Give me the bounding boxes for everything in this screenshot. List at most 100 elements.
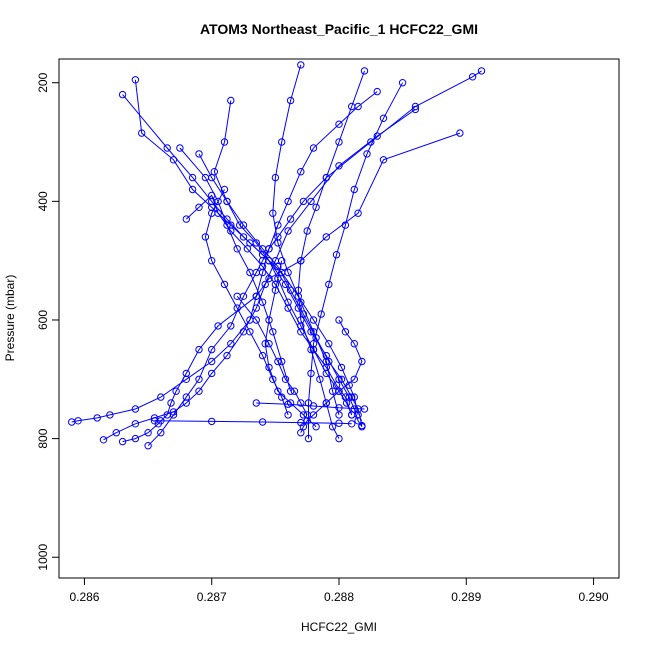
- series-line: [297, 70, 365, 439]
- data-point: [284, 227, 292, 235]
- data-point: [284, 411, 292, 419]
- series-8: [182, 191, 356, 419]
- series-line: [134, 79, 363, 427]
- series-line: [179, 147, 292, 392]
- data-point: [131, 405, 140, 413]
- data-point: [281, 375, 290, 383]
- data-point: [265, 340, 273, 348]
- data-point: [307, 369, 315, 378]
- data-point: [220, 280, 229, 289]
- data-point: [341, 328, 350, 336]
- data-point: [176, 144, 184, 152]
- data-point: [233, 245, 241, 253]
- data-point: [269, 375, 277, 383]
- data-point: [363, 150, 371, 158]
- data-point: [195, 150, 203, 158]
- data-point: [157, 429, 165, 437]
- data-point: [182, 399, 191, 407]
- data-point: [118, 437, 127, 446]
- data-point: [252, 304, 260, 312]
- series-line: [213, 100, 363, 426]
- y-tick-label: 1000: [36, 544, 50, 571]
- data-point: [379, 156, 388, 164]
- data-point: [290, 387, 299, 395]
- data-point: [243, 245, 252, 253]
- series-3: [99, 105, 420, 444]
- data-point: [265, 316, 273, 324]
- data-point: [246, 328, 254, 336]
- data-point: [335, 162, 343, 170]
- data-point: [210, 168, 219, 176]
- data-point: [316, 375, 324, 383]
- series-17: [252, 399, 369, 413]
- x-axis: 0.286 0.287 0.288 0.289 0.290: [69, 578, 609, 604]
- data-point: [258, 351, 267, 360]
- data-point: [227, 96, 235, 105]
- data-point: [201, 173, 210, 182]
- data-point: [278, 357, 286, 366]
- data-point: [398, 79, 407, 87]
- data-point: [258, 418, 267, 426]
- data-point: [303, 227, 311, 235]
- data-point: [167, 399, 175, 407]
- data-point: [271, 286, 280, 294]
- y-axis-label: Pressure (mbar): [3, 275, 17, 362]
- data-point: [299, 423, 308, 431]
- data-point: [195, 387, 203, 395]
- data-point: [337, 363, 346, 372]
- data-point: [297, 168, 305, 176]
- data-point: [325, 340, 333, 348]
- series-line: [154, 420, 352, 425]
- data-point: [233, 292, 241, 300]
- data-point: [157, 393, 165, 401]
- data-point: [297, 399, 305, 407]
- data-point: [335, 387, 343, 395]
- data-point: [317, 310, 325, 318]
- data-point: [348, 420, 356, 428]
- data-point: [68, 418, 76, 426]
- data-point: [252, 292, 260, 300]
- series-12: [176, 144, 295, 395]
- data-point: [223, 351, 231, 360]
- x-tick-label: 0.288: [324, 590, 354, 604]
- data-point: [297, 257, 305, 265]
- data-point: [297, 429, 305, 437]
- data-point: [284, 268, 292, 277]
- data-point: [274, 357, 282, 366]
- data-point: [223, 197, 231, 206]
- data-point: [93, 414, 101, 422]
- data-point: [297, 298, 305, 306]
- data-point: [131, 76, 140, 84]
- data-point: [297, 328, 305, 336]
- data-point: [220, 138, 229, 146]
- data-point: [214, 197, 222, 206]
- x-axis-label: HCFC22_GMI: [301, 620, 377, 634]
- series-line: [185, 194, 353, 416]
- data-point: [360, 67, 369, 75]
- data-point: [322, 357, 330, 366]
- data-point: [274, 239, 282, 247]
- data-point: [131, 434, 140, 443]
- series-line: [236, 295, 308, 416]
- data-point: [144, 442, 152, 450]
- data-point: [335, 434, 343, 443]
- series-line: [147, 70, 482, 447]
- data-point: [195, 203, 203, 212]
- data-point: [309, 402, 318, 410]
- data-point: [208, 369, 216, 378]
- data-point: [118, 90, 127, 99]
- data-point: [335, 316, 343, 324]
- data-point: [172, 387, 180, 395]
- data-point: [208, 257, 216, 265]
- data-point: [468, 73, 477, 81]
- data-point: [307, 197, 315, 206]
- data-point: [252, 399, 260, 407]
- data-point: [223, 221, 231, 229]
- x-tick-label: 0.290: [579, 590, 609, 604]
- data-point: [348, 411, 356, 419]
- series-16: [233, 292, 311, 419]
- data-point: [309, 340, 318, 348]
- data-point: [239, 221, 248, 229]
- data-point: [294, 286, 302, 294]
- series-0: [118, 129, 464, 446]
